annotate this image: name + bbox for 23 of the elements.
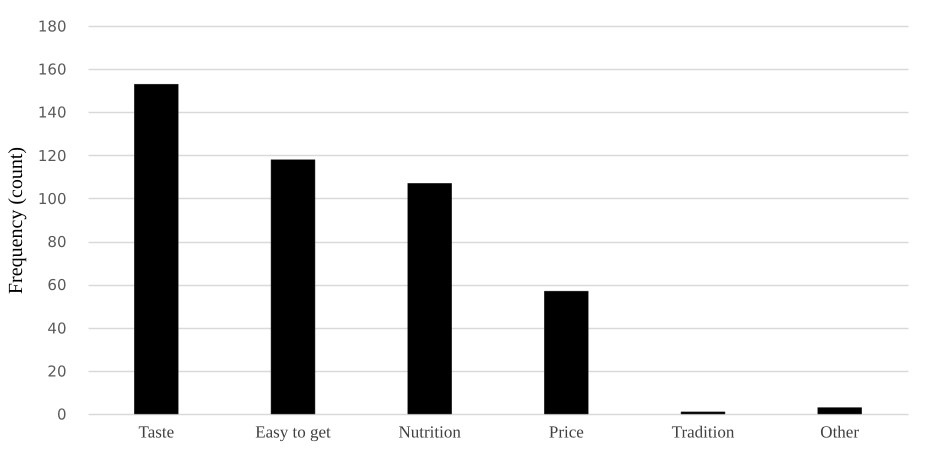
- bar: [817, 407, 862, 414]
- x-tick-label: Other: [820, 422, 860, 442]
- y-tick-label: 60: [47, 276, 66, 294]
- y-tick-label: 140: [38, 104, 66, 122]
- y-tick-label: 80: [47, 233, 66, 252]
- bar: [407, 183, 452, 414]
- bar: [270, 159, 316, 414]
- y-tick-label: 100: [38, 190, 66, 208]
- y-tick-label: 20: [47, 362, 66, 380]
- x-tick-label: Nutrition: [398, 422, 462, 442]
- x-tick-label: Tradition: [672, 422, 735, 442]
- x-tick-label: Easy to get: [255, 422, 332, 442]
- y-axis-title: Frequency (count): [4, 146, 27, 294]
- bar: [544, 290, 589, 414]
- y-tick-label: 0: [56, 406, 66, 424]
- y-tick-label: 40: [47, 319, 66, 338]
- y-tick-label: 160: [38, 60, 66, 79]
- x-tick-label: Taste: [138, 422, 174, 442]
- bar: [134, 84, 179, 414]
- bar: [680, 412, 726, 414]
- y-tick-label: 120: [38, 146, 66, 165]
- y-tick-label: 180: [38, 18, 66, 36]
- x-tick-label: Price: [548, 422, 584, 442]
